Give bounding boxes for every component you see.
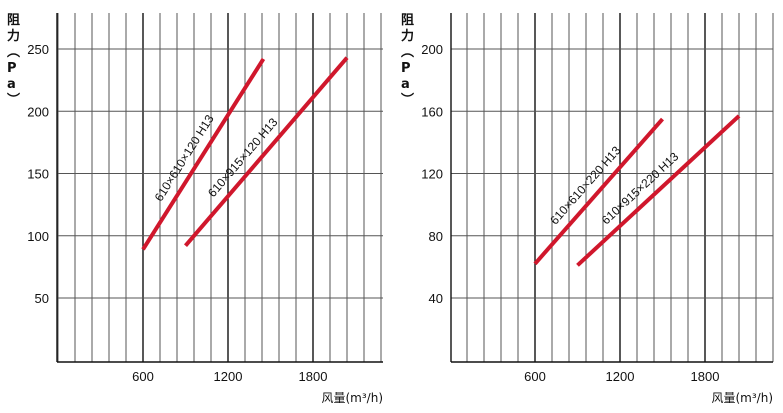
y-tick-label: 150 [27,167,49,182]
x-tick-label: 1800 [691,369,720,384]
y-tick-label: 200 [421,42,443,57]
x-tick-label: 600 [524,369,546,384]
y-tick-label: 100 [27,229,49,244]
y-tick-label: 50 [35,291,49,306]
y-tick-label: 160 [421,104,443,119]
series-line-1 [183,56,349,248]
series-line-1 [576,114,741,267]
y-tick-label: 80 [429,229,443,244]
x-tick-label: 1800 [299,369,328,384]
x-axis-label: 风量(m³/h) [711,391,773,405]
series-line-0 [141,57,266,251]
y-tick-label: 120 [421,167,443,182]
x-axis-label: 风量(m³/h) [321,391,383,405]
y-tick-label: 200 [27,104,49,119]
y-tick-label: 250 [27,42,49,57]
x-tick-label: 1200 [214,369,243,384]
series-label-1: 610×915×120 H13 [205,115,281,200]
series-line-0 [533,117,665,266]
x-tick-label: 600 [132,369,154,384]
x-tick-label: 1200 [606,369,635,384]
y-tick-label: 40 [429,291,443,306]
